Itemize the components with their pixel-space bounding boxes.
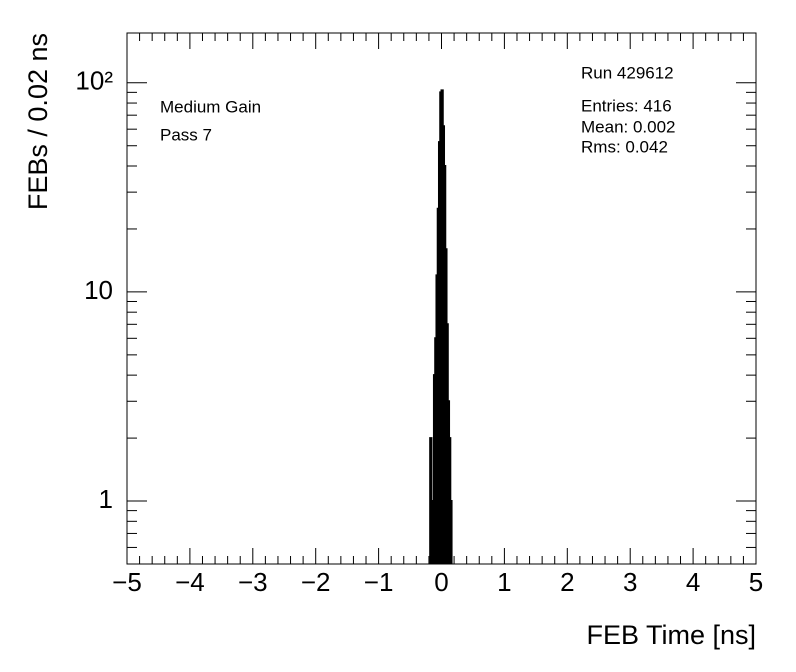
- y-axis-title: FEBs / 0.02 ns: [23, 33, 53, 210]
- x-tick-label: −3: [238, 567, 268, 597]
- x-tick-label: 4: [686, 567, 700, 597]
- annotation: Medium Gain: [160, 97, 261, 116]
- x-tick-label: −2: [301, 567, 331, 597]
- y-tick-label: 1: [99, 484, 113, 514]
- x-axis-title: FEB Time [ns]: [586, 620, 756, 650]
- histogram: [429, 89, 453, 564]
- stats-entry: Entries: 416: [581, 96, 672, 115]
- annotation: Pass 7: [160, 125, 212, 144]
- x-tick-label: 0: [434, 567, 448, 597]
- y-tick-label: 10²: [75, 66, 113, 96]
- stats-entry: Mean: 0.002: [581, 117, 676, 136]
- x-tick-label: 2: [560, 567, 574, 597]
- x-tick-label: 3: [623, 567, 637, 597]
- histogram-bin: [449, 500, 453, 564]
- y-tick-label: 10: [84, 275, 113, 305]
- x-tick-label: 5: [749, 567, 763, 597]
- x-tick-label: −4: [175, 567, 205, 597]
- x-tick-label: 1: [497, 567, 511, 597]
- x-tick-label: −5: [112, 567, 142, 597]
- x-tick-label: −1: [364, 567, 394, 597]
- stats-title: Run 429612: [581, 63, 674, 82]
- stats-entry: Rms: 0.042: [581, 137, 668, 156]
